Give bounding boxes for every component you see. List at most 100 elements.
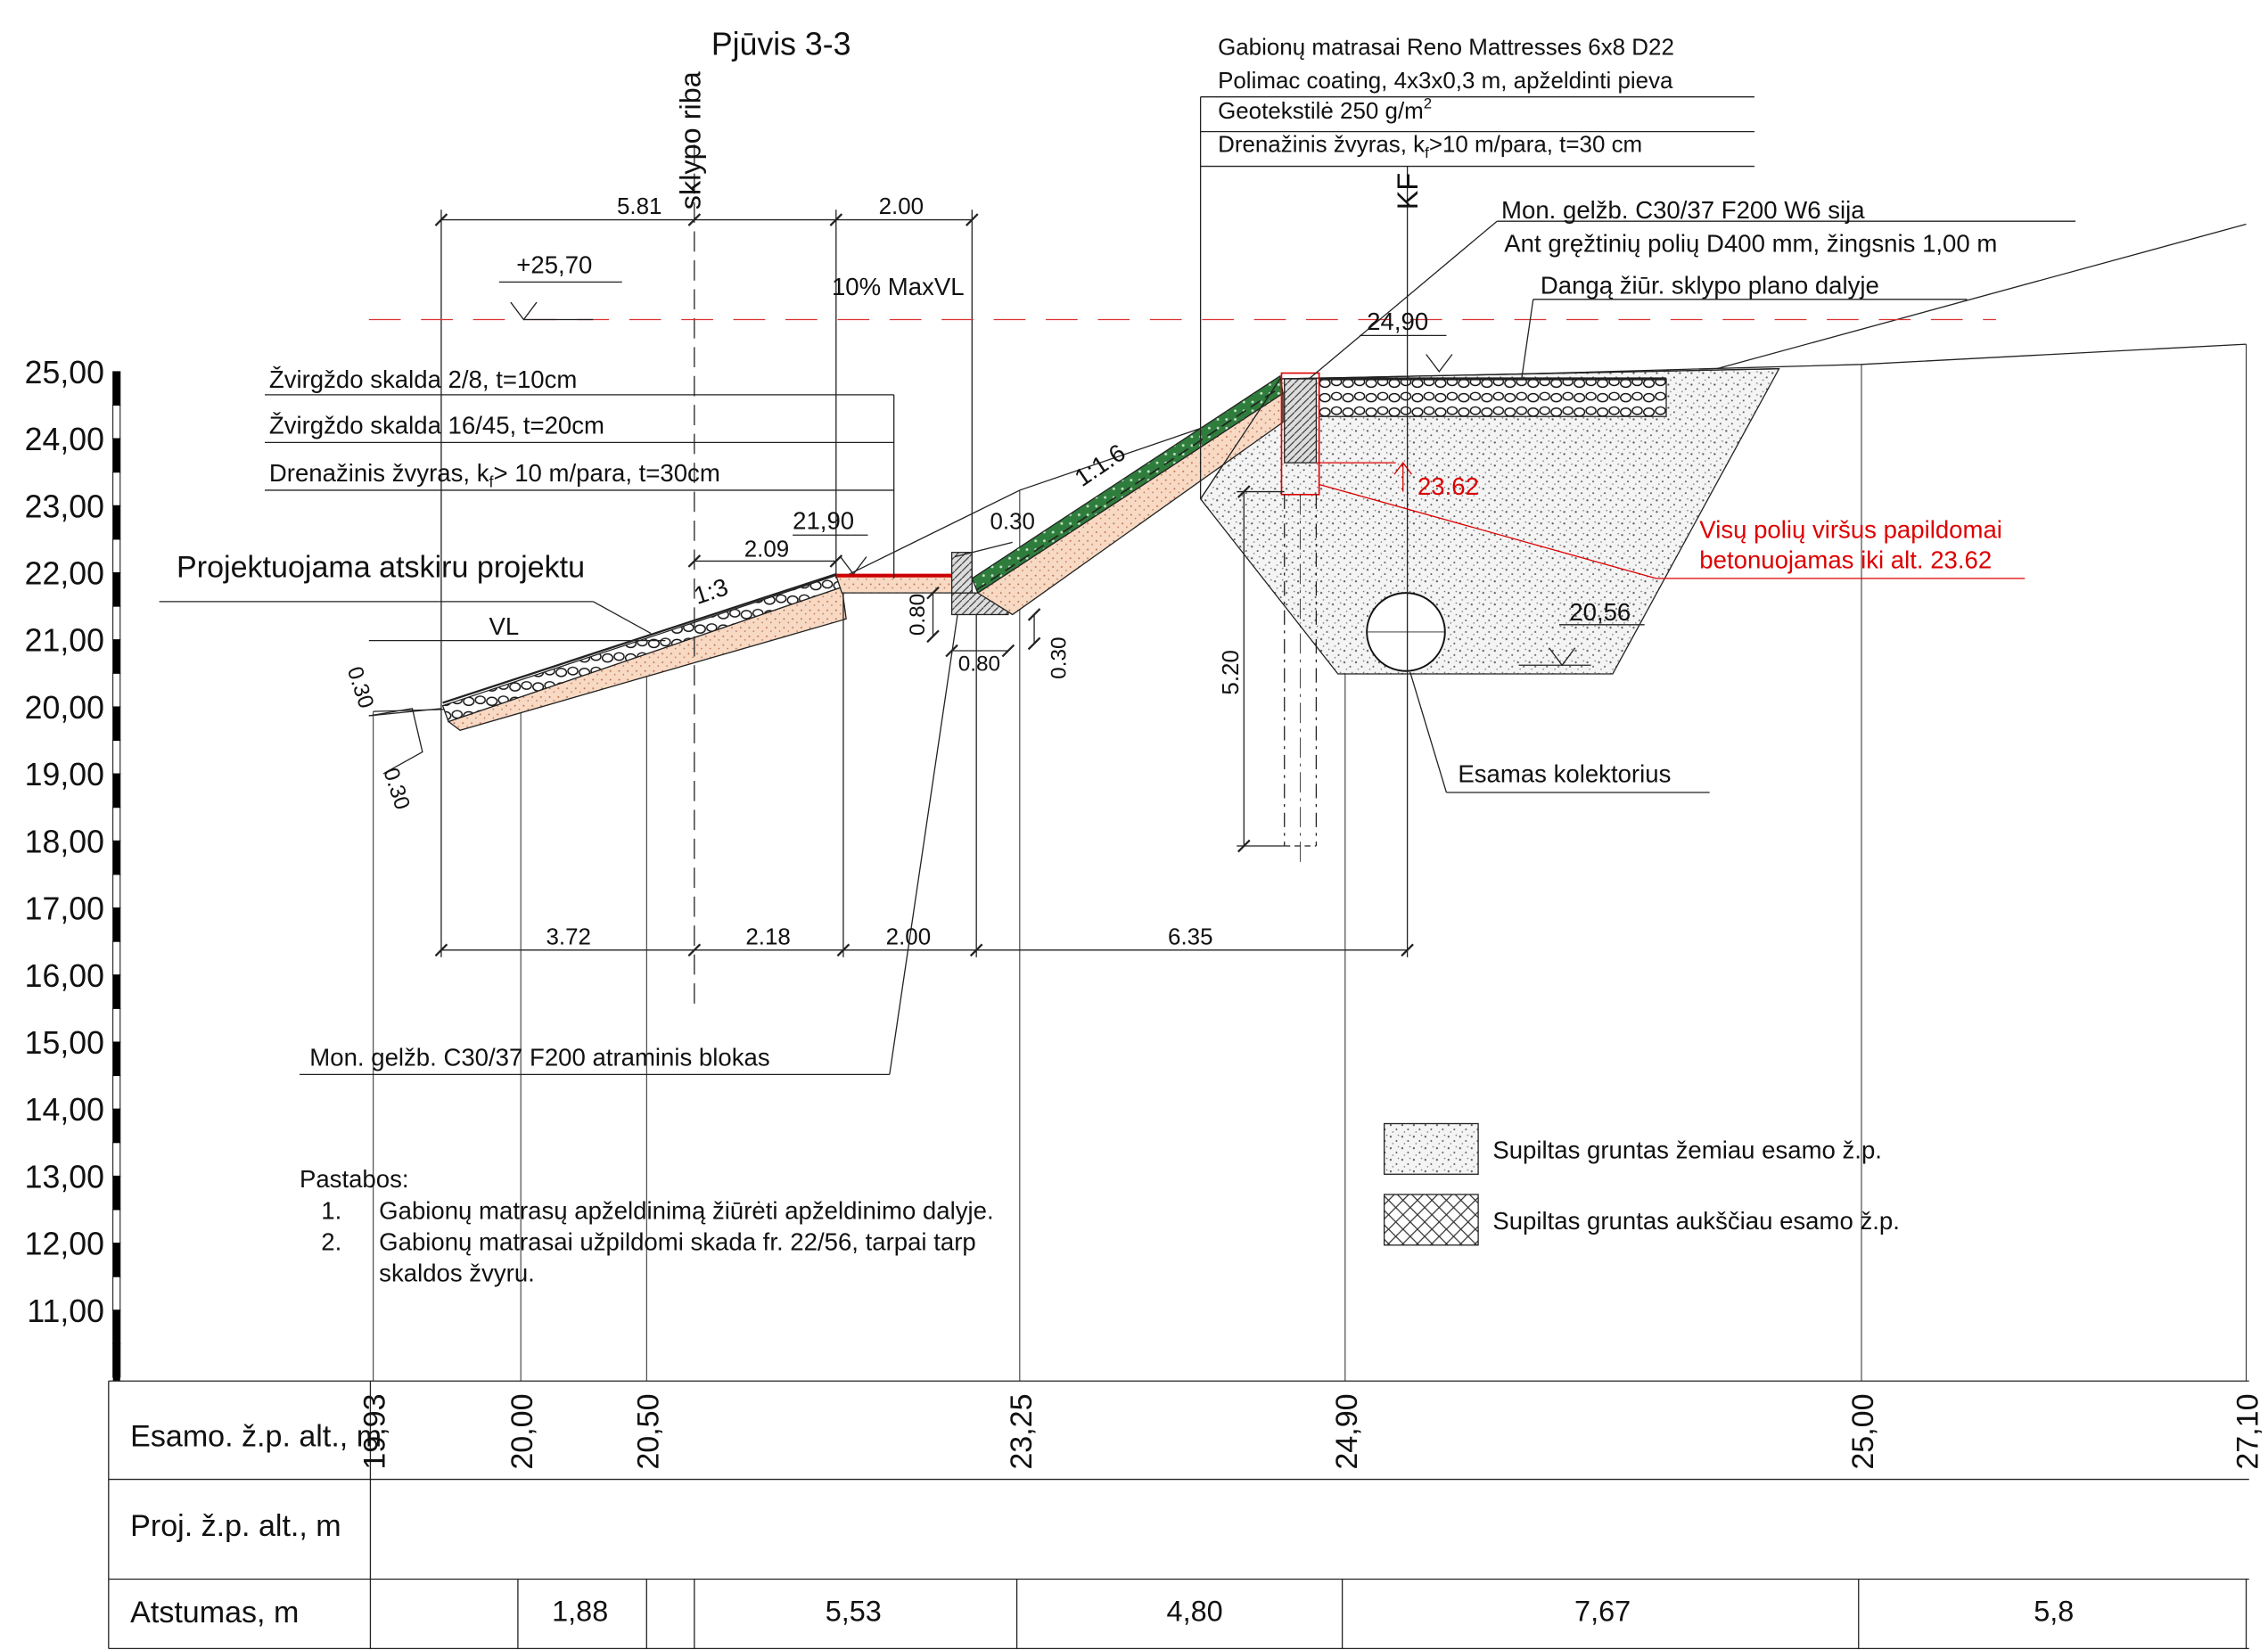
label-part: >10 m/para, t=30 cm [1429, 132, 1642, 157]
scale-segment [112, 1175, 121, 1211]
scale-segment [112, 907, 121, 942]
scale-segment [112, 1075, 121, 1110]
dim-leader [368, 708, 423, 775]
scale-label: 11,00 [27, 1293, 104, 1329]
scale-label: 23,00 [25, 488, 104, 524]
scale-segment [112, 1108, 121, 1144]
existing-elevation: 20,50 [631, 1393, 665, 1469]
dim-label: 5.81 [617, 194, 662, 219]
label-part: f [1425, 144, 1429, 161]
dim-tick [1027, 608, 1041, 621]
dim-label: 2.18 [745, 924, 790, 949]
legend-label: Supiltas gruntas aukščiau esamo ž.p. [1492, 1207, 1900, 1235]
dim-tick [926, 586, 940, 600]
level-label: 10% MaxVL [832, 273, 965, 300]
scale-segment [112, 874, 121, 909]
scale-label: 22,00 [25, 556, 104, 592]
ground-line [1279, 368, 1779, 380]
scale-segment [112, 940, 121, 976]
distance: 7,67 [1574, 1596, 1631, 1628]
layer-label: Geotekstilė 250 g/m2 [1218, 95, 1432, 124]
dim-label: 2.00 [879, 194, 924, 219]
row-label: Proj. ž.p. alt., m [130, 1509, 341, 1543]
scale-segment [112, 1243, 121, 1277]
scale-segment [112, 1041, 121, 1077]
legend-label: Supiltas gruntas žemiau esamo ž.p. [1492, 1136, 1882, 1163]
scale-label: 20,00 [25, 690, 104, 726]
existing-elevation: 27,10 [2231, 1393, 2264, 1469]
dim-label: 5.20 [1219, 650, 1244, 694]
scale-label: 12,00 [25, 1227, 104, 1262]
notes-heading: Pastabos: [300, 1165, 409, 1193]
existing-elevation: 20,00 [505, 1393, 539, 1469]
dim-label: 0.80 [906, 594, 930, 636]
level-marker [1393, 462, 1412, 475]
beam-label: Mon. gelžb. C30/37 F200 W6 sija [1501, 196, 1865, 224]
kf-label: KF [1392, 173, 1424, 209]
scale-label: 14,00 [25, 1092, 104, 1128]
layer-label: Drenažinis žvyras, kf>10 m/para, t=30 cm [1218, 132, 1642, 160]
scale-segment [112, 840, 121, 875]
scale-segment [112, 472, 121, 506]
dim-tick [687, 554, 702, 568]
scale-segment [112, 1007, 121, 1043]
dim-tick [1027, 636, 1041, 651]
scale-segment [112, 740, 121, 775]
scale-segment [112, 405, 121, 439]
label-part: f [489, 473, 493, 491]
pile-note: Visų polių viršus papildomai [1699, 515, 2002, 543]
scale-label: 24,00 [25, 422, 104, 457]
existing-elevation: 24,90 [1330, 1393, 1364, 1469]
scale-segment [112, 505, 121, 540]
scale-segment [112, 1343, 120, 1382]
project-note: Projektuojama atskiru projektu [177, 550, 585, 584]
scale-segment [112, 974, 121, 1009]
layer-label: Drenažinis žvyras, kf> 10 m/para, t=30cm [269, 459, 720, 490]
leader [1319, 483, 1656, 579]
scale-segment [112, 1142, 121, 1177]
label-part: Geotekstilė 250 g/m [1218, 99, 1424, 124]
scale-label: 25,00 [25, 355, 104, 390]
existing-ground [368, 708, 442, 717]
label-part: Drenažinis žvyras, k [269, 459, 489, 487]
scale-segment [112, 1209, 121, 1244]
row-label: Esamo. ž.p. alt., m [130, 1419, 382, 1453]
level-marker [1549, 647, 1576, 667]
block [950, 552, 973, 594]
scale-label: 17,00 [25, 891, 104, 927]
scale-segment [112, 1309, 121, 1344]
beam-label: Ant gręžtinių polių D400 mm, žingsnis 1,… [1504, 229, 1997, 257]
legend-swatch [1384, 1122, 1479, 1175]
distance: 4,80 [1167, 1596, 1223, 1628]
dim-tick [687, 943, 702, 957]
gabion-green [971, 374, 1284, 595]
scale-segment [112, 538, 121, 574]
dim-label: 0.30 [990, 510, 1034, 535]
scale-label: 18,00 [25, 824, 104, 859]
gabion [441, 574, 843, 723]
level-label: 24,90 [1367, 308, 1428, 335]
scale-label: 21,00 [25, 623, 104, 659]
level-label: 23.62 [1418, 472, 1479, 500]
scale-label: 13,00 [25, 1159, 104, 1194]
geotextile [975, 387, 1281, 591]
level-label: +25,70 [516, 251, 592, 279]
pile-top [1280, 372, 1320, 496]
note-text: Gabionų matrasai užpildomi skada fr. 22/… [379, 1227, 976, 1255]
slope-label: 1:3 [690, 572, 731, 609]
block-label: Mon. gelžb. C30/37 F200 atraminis blokas [309, 1044, 769, 1071]
scale-segment [112, 605, 121, 641]
dim-tick [829, 554, 843, 568]
note-number: 2. [321, 1227, 341, 1255]
distance: 5,8 [2034, 1596, 2074, 1628]
level-label: 20,56 [1569, 598, 1631, 626]
dim-label: 0.30 [342, 664, 378, 711]
dim-label: 3.72 [546, 924, 590, 949]
level-marker [840, 556, 867, 576]
pavement-label: Dangą žiūr. sklypo plano dalyje [1541, 271, 1879, 299]
leader [1308, 220, 1498, 380]
gabion-top [442, 572, 837, 704]
level-marker [1426, 354, 1453, 374]
dim-label: 0.30 [378, 765, 414, 812]
